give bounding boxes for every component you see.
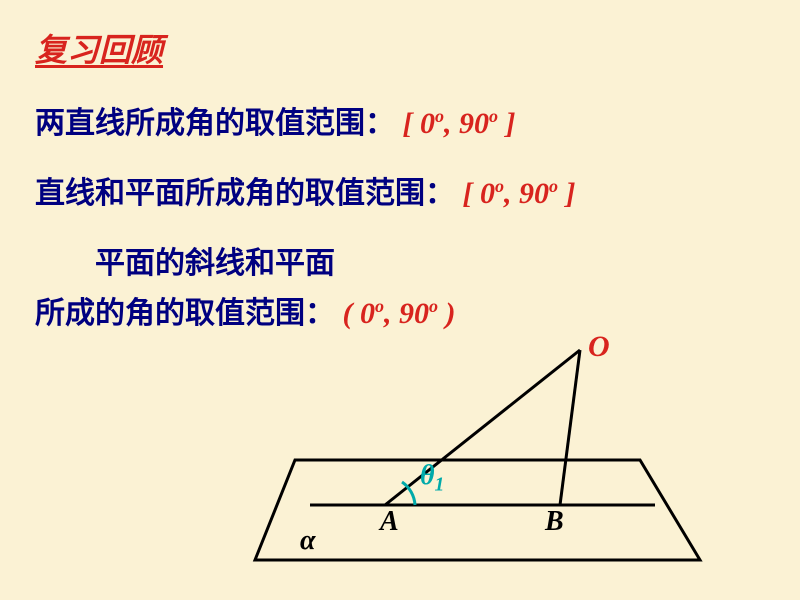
line3a-text: 平面的斜线和平面 bbox=[95, 247, 335, 280]
line1-range: [ 0o, 90o ] bbox=[403, 107, 516, 140]
label-alpha: α bbox=[300, 525, 316, 557]
label-theta: θ1 bbox=[420, 460, 444, 497]
label-O: O bbox=[588, 330, 610, 364]
line2-range: [ 0o, 90o ] bbox=[463, 177, 576, 210]
line-AO bbox=[385, 350, 580, 505]
diagram-svg bbox=[240, 330, 760, 590]
label-B: B bbox=[545, 506, 564, 538]
line3b-text: 所成的角的取值范围： bbox=[35, 297, 335, 330]
line2-text: 直线和平面所成角的取值范围： bbox=[35, 177, 455, 210]
line-3a: 平面的斜线和平面 bbox=[35, 241, 765, 286]
review-title: 复习回顾 bbox=[35, 25, 765, 71]
line1-text: 两直线所成角的取值范围： bbox=[35, 107, 395, 140]
plane-alpha bbox=[255, 460, 700, 560]
line-OB bbox=[560, 350, 580, 505]
line-2: 直线和平面所成角的取值范围： [ 0o, 90o ] bbox=[35, 171, 765, 216]
label-A: A bbox=[380, 506, 399, 538]
line3-range: ( 0o, 90o ) bbox=[343, 297, 456, 330]
line-1: 两直线所成角的取值范围： [ 0o, 90o ] bbox=[35, 101, 765, 146]
geometry-diagram: O θ1 A B α bbox=[240, 330, 760, 590]
